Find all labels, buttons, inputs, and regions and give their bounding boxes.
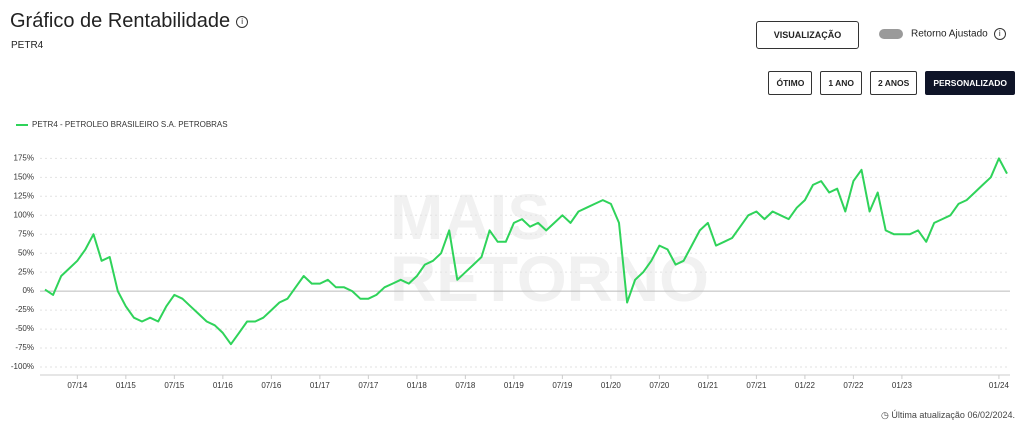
period-button[interactable]: PERSONALIZADO (925, 71, 1015, 95)
title: Gráfico de Rentabilidade (10, 10, 231, 32)
x-tick-label: 07/17 (358, 381, 379, 390)
x-tick-label: 01/24 (989, 381, 1010, 390)
line (44, 157, 1008, 346)
y-tick-label: 100% (14, 210, 34, 219)
x-tick-label: 01/17 (310, 381, 331, 390)
toggle-row: Retorno Ajustado i (911, 28, 1006, 40)
x-tick-label: 01/19 (504, 381, 525, 390)
period-button[interactable]: 2 ANOS (869, 71, 918, 95)
watermark: RETORNO (390, 243, 709, 315)
legend-label: PETR4 - PETROLEO BRASILEIRO S.A. PETROBR… (32, 120, 228, 129)
x-tick-label: 01/23 (892, 381, 913, 390)
x-tick-label: 07/22 (843, 381, 864, 390)
x-tick-label: 01/15 (116, 381, 137, 390)
toggle[interactable] (879, 29, 903, 39)
period-buttons: ÓTIMO 1 ANO 2 ANOS PERSONALIZADO (768, 71, 1015, 95)
toggle-label: Retorno Ajustado (911, 28, 988, 40)
y-tick-label: -75% (15, 343, 34, 352)
y-tick-label: 0% (22, 286, 34, 295)
x-tick-label: 01/21 (698, 381, 719, 390)
x-tick-label: 07/16 (261, 381, 282, 390)
footer: ◷ Última atualização 06/02/2024. (881, 410, 1015, 420)
x-tick-label: 07/18 (455, 381, 476, 390)
info-icon[interactable]: i (236, 15, 249, 28)
x-tick-label: 07/21 (746, 381, 767, 390)
title-row: Gráfico de Rentabilidade i (10, 10, 249, 33)
x-tick-label: 07/14 (67, 381, 88, 390)
x-tick-label: 01/16 (213, 381, 234, 390)
x-tick-label: 07/15 (164, 381, 185, 390)
y-tick-label: 175% (14, 153, 34, 162)
y-tick-label: -25% (15, 305, 34, 314)
y-tick-label: 50% (18, 248, 34, 257)
period-button[interactable]: ÓTIMO (768, 71, 813, 95)
x-tick-label: 01/18 (407, 381, 428, 390)
y-tick-label: 75% (18, 229, 34, 238)
y-tick-label: -50% (15, 324, 34, 333)
info-icon[interactable]: i (993, 28, 1006, 40)
subtitle: PETR4 (11, 40, 44, 51)
y-tick-label: 150% (14, 172, 34, 181)
view-button[interactable]: VISUALIZAÇÃO (756, 21, 859, 49)
x-tick-label: 07/19 (552, 381, 573, 390)
last-update: Última atualização 06/02/2024. (891, 410, 1015, 420)
period-button[interactable]: 1 ANO (820, 71, 862, 95)
x-tick-label: 07/20 (649, 381, 670, 390)
y-tick-label: -100% (11, 362, 34, 371)
watermark: MAIS (390, 181, 550, 253)
x-tick-label: 01/22 (795, 381, 816, 390)
x-tick-label: 01/20 (601, 381, 622, 390)
y-tick-label: 25% (18, 267, 34, 276)
y-tick-label: 125% (14, 191, 34, 200)
